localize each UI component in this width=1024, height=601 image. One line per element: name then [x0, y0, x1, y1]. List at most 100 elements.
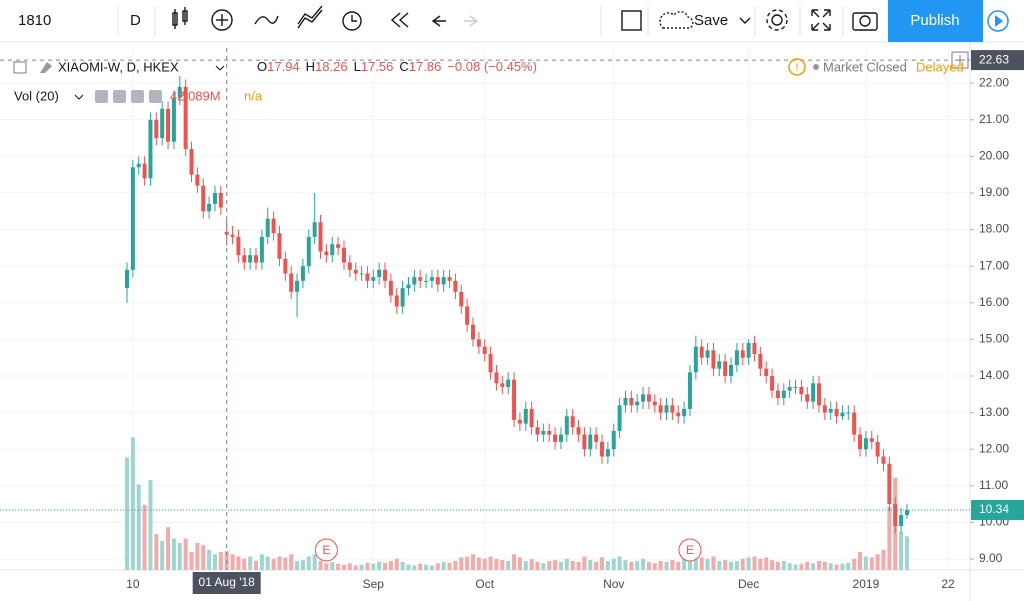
volume-bar [207, 549, 212, 570]
candle-body [171, 97, 176, 142]
volume-bar [195, 543, 200, 570]
volume-bar [869, 557, 874, 570]
candle-body [435, 277, 440, 285]
volume-bar [248, 556, 253, 570]
replay-button[interactable] [987, 10, 1009, 32]
volume-bar [148, 480, 153, 570]
volume-bar [130, 437, 135, 570]
x-tick-label: Sep [363, 577, 385, 591]
candle-body [359, 273, 364, 275]
symbol-input[interactable]: 1810 [18, 12, 51, 29]
volume-bar [881, 549, 886, 570]
volume-bar [189, 552, 194, 570]
delayed-label: Delayed [916, 59, 964, 74]
candle-body [130, 167, 135, 270]
volume-bar [623, 560, 628, 570]
candle-body [271, 218, 276, 234]
toolbar-icons[interactable] [172, 5, 878, 31]
candle-body [723, 361, 728, 376]
candle-body [734, 350, 739, 366]
volume-bar [341, 564, 346, 570]
volume-bar [330, 561, 335, 570]
candle-body [617, 405, 622, 431]
candle-body [535, 427, 540, 435]
interval-button[interactable]: D [130, 12, 141, 29]
collapse-icon[interactable] [13, 61, 27, 74]
earnings-marker [678, 538, 702, 562]
candle-body [840, 412, 845, 417]
volume-bar [711, 556, 716, 570]
publish-button[interactable]: Publish [910, 12, 959, 29]
overlay: 9.0010.0011.0012.0013.0014.0015.0016.001… [0, 48, 1024, 594]
candle-body [600, 441, 605, 457]
warning-icon[interactable] [788, 58, 806, 76]
x-tick-label: 10 [126, 577, 140, 591]
y-tick-label: 21.00 [979, 112, 1009, 126]
candle-body [306, 236, 311, 267]
volume-bar [277, 556, 282, 570]
volume-bar [447, 562, 452, 570]
volume-bar [160, 540, 165, 570]
volume-bar [494, 558, 499, 570]
candle-body [828, 408, 833, 413]
legend-dropdown[interactable] [215, 65, 225, 71]
volume-bar [230, 554, 235, 570]
volume-bar [670, 560, 675, 570]
last-price-label: 10.34 [979, 502, 1009, 516]
volume-bar [858, 552, 863, 570]
legend-ohlc: O17.94 H18.26 L17.56 C17.86 −0.08 (−0.45%) [257, 59, 537, 74]
volume-bar [705, 558, 710, 570]
candle-body [682, 408, 687, 417]
volume-bar [629, 561, 634, 570]
grid [0, 48, 970, 570]
candle-body [752, 343, 757, 355]
candle-body [289, 273, 294, 292]
volume-bar [904, 536, 909, 570]
candle-body [899, 515, 904, 527]
candle-body [201, 185, 206, 212]
save-button[interactable]: Save [694, 12, 728, 29]
volume-bar [236, 556, 241, 570]
candle-body [869, 438, 874, 442]
candle-body [676, 412, 681, 417]
candle-body [852, 412, 857, 435]
volume-bar [576, 561, 581, 570]
candle-body [400, 288, 405, 307]
candle-body [353, 269, 358, 274]
candle-body [265, 218, 270, 237]
publish-button-bg[interactable] [888, 0, 983, 42]
volume-bar [365, 562, 370, 570]
volume-bar [594, 561, 599, 570]
candle-body [160, 108, 165, 139]
volume-bar [465, 556, 470, 570]
volume-bar [558, 561, 563, 570]
candle-body [259, 236, 264, 263]
market-status: Market Closed [823, 59, 907, 74]
candle-body [564, 416, 569, 435]
candle-body [740, 350, 745, 358]
volume-bar [312, 554, 317, 570]
volume-dropdown[interactable] [74, 94, 84, 100]
candle-body [594, 434, 599, 442]
candle-body [863, 438, 868, 450]
candle-body [775, 390, 780, 398]
candle-body [787, 386, 792, 391]
earnings-marker [314, 538, 338, 562]
high-value: 18.26 [315, 59, 348, 74]
candle-body [805, 394, 810, 402]
volume-bar [699, 557, 704, 570]
low-label: L [354, 59, 361, 74]
candle-body [512, 379, 517, 420]
candle-body [377, 269, 382, 278]
volume-bar [781, 561, 786, 570]
volume-bar [289, 554, 294, 570]
volume-bar [852, 558, 857, 570]
volume-bar [353, 565, 358, 570]
volume-bar [500, 560, 505, 570]
candle-body [453, 280, 458, 292]
volume-controls[interactable] [95, 90, 162, 103]
candle-body [148, 119, 153, 179]
volume-bar [899, 531, 904, 570]
volume-bar [318, 561, 323, 570]
